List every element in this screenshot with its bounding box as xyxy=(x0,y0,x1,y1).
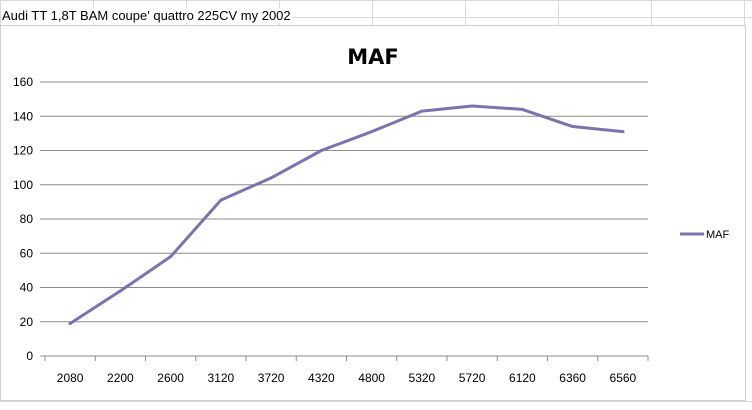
chart-right-strip xyxy=(746,25,752,401)
data-point xyxy=(219,198,223,202)
data-point xyxy=(520,107,524,111)
x-tick-label: 2080 xyxy=(57,371,84,385)
chart-area[interactable] xyxy=(0,25,746,401)
data-point xyxy=(269,176,273,180)
cell-title[interactable]: Audi TT 1,8T BAM coupe' quattro 225CV my… xyxy=(2,8,293,23)
y-tick-label: 0 xyxy=(26,349,33,363)
x-tick-label: 3720 xyxy=(258,371,285,385)
x-tick-label: 6360 xyxy=(559,371,586,385)
data-point xyxy=(319,149,323,152)
data-point xyxy=(621,130,625,134)
chart-title: MAF xyxy=(347,45,399,69)
data-point xyxy=(118,289,122,293)
y-tick-label: 60 xyxy=(20,246,34,260)
spreadsheet-bottom-row xyxy=(0,401,752,410)
x-tick-label: 4800 xyxy=(358,371,385,385)
x-tick-label: 6560 xyxy=(610,371,637,385)
y-tick-label: 160 xyxy=(13,75,33,89)
series-layer xyxy=(68,104,625,325)
y-tick-label: 140 xyxy=(13,109,33,123)
y-tick-labels: 0 20 40 60 80 100 120 140 160 xyxy=(13,75,33,363)
gridlines xyxy=(40,81,648,357)
data-point xyxy=(470,104,474,108)
y-tick-label: 20 xyxy=(20,315,34,329)
x-tick-label: 3120 xyxy=(208,371,235,385)
x-axis xyxy=(44,356,649,361)
data-point xyxy=(370,130,374,134)
legend[interactable]: MAF xyxy=(680,229,730,241)
series-line-maf xyxy=(68,104,625,325)
data-point xyxy=(420,109,424,113)
data-point xyxy=(571,125,575,129)
y-tick-label: 100 xyxy=(13,178,33,192)
x-tick-label: 6120 xyxy=(509,371,536,385)
y-tick-label: 80 xyxy=(20,212,34,226)
x-tick-label: 2600 xyxy=(157,371,184,385)
x-tick-label: 5720 xyxy=(459,371,486,385)
y-tick-label: 120 xyxy=(13,144,33,158)
legend-label: MAF xyxy=(706,229,730,241)
x-tick-label: 4320 xyxy=(308,371,335,385)
x-tick-label: 5320 xyxy=(409,371,436,385)
data-point xyxy=(169,255,173,259)
y-tick-label: 40 xyxy=(20,281,34,295)
x-tick-label: 2200 xyxy=(107,371,134,385)
x-tick-labels: 2080 2200 2600 3120 3720 4320 4800 5320 5720 6120… xyxy=(57,371,637,385)
data-point xyxy=(68,321,72,325)
